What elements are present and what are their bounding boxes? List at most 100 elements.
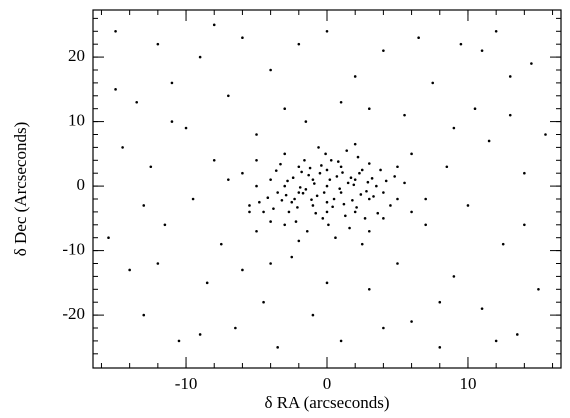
point bbox=[389, 204, 392, 207]
point bbox=[396, 262, 399, 265]
point bbox=[305, 229, 309, 233]
point bbox=[410, 320, 413, 323]
point bbox=[303, 158, 306, 162]
point bbox=[501, 242, 505, 246]
point bbox=[274, 169, 278, 172]
point bbox=[135, 100, 138, 104]
point bbox=[293, 197, 296, 201]
point bbox=[170, 120, 174, 123]
point bbox=[212, 23, 216, 27]
point bbox=[410, 152, 413, 156]
point bbox=[480, 307, 484, 310]
point bbox=[356, 155, 360, 159]
point bbox=[286, 179, 289, 183]
point bbox=[114, 88, 117, 91]
point bbox=[438, 346, 442, 349]
point bbox=[318, 171, 322, 175]
point bbox=[255, 229, 258, 233]
point bbox=[128, 268, 131, 272]
point bbox=[366, 180, 370, 184]
point bbox=[335, 175, 339, 178]
point bbox=[393, 175, 396, 178]
point bbox=[344, 214, 347, 218]
point bbox=[523, 223, 526, 227]
point bbox=[530, 62, 533, 65]
point bbox=[438, 300, 442, 304]
point bbox=[345, 149, 349, 152]
point bbox=[537, 288, 540, 291]
point bbox=[283, 223, 287, 227]
point bbox=[304, 188, 308, 191]
point bbox=[297, 191, 301, 194]
point bbox=[284, 193, 288, 197]
point bbox=[367, 288, 371, 291]
point bbox=[334, 236, 337, 240]
point bbox=[269, 178, 272, 181]
point bbox=[276, 346, 279, 349]
point bbox=[352, 183, 356, 187]
point bbox=[424, 223, 427, 227]
point bbox=[367, 162, 371, 165]
point bbox=[266, 196, 270, 200]
point bbox=[382, 49, 385, 52]
point bbox=[322, 191, 326, 194]
point bbox=[367, 229, 371, 233]
point bbox=[396, 165, 399, 169]
point bbox=[294, 220, 298, 223]
point bbox=[452, 275, 456, 278]
y-tick-label: 10 bbox=[68, 110, 85, 129]
point bbox=[365, 189, 368, 193]
y-tick-label: 0 bbox=[77, 175, 86, 194]
point bbox=[353, 210, 357, 214]
point bbox=[321, 217, 325, 220]
point bbox=[163, 223, 167, 227]
point bbox=[142, 313, 146, 317]
point bbox=[339, 100, 343, 104]
point bbox=[328, 178, 332, 181]
point bbox=[121, 146, 124, 149]
point bbox=[431, 81, 435, 85]
point bbox=[349, 176, 353, 180]
point bbox=[272, 207, 275, 210]
point bbox=[360, 242, 364, 246]
x-tick-label: 0 bbox=[323, 374, 332, 393]
point bbox=[317, 146, 320, 149]
point bbox=[410, 210, 413, 214]
point bbox=[234, 326, 237, 330]
point bbox=[300, 170, 303, 174]
point bbox=[494, 339, 498, 343]
point bbox=[156, 42, 160, 46]
point bbox=[198, 55, 202, 59]
point bbox=[424, 197, 427, 201]
point bbox=[248, 204, 251, 207]
point bbox=[339, 339, 343, 343]
point bbox=[227, 94, 230, 98]
point bbox=[276, 191, 279, 194]
point bbox=[255, 158, 258, 162]
point bbox=[262, 210, 265, 214]
point bbox=[332, 197, 336, 201]
point bbox=[184, 126, 188, 130]
point bbox=[255, 184, 258, 188]
point bbox=[269, 262, 272, 265]
point bbox=[327, 223, 330, 227]
point bbox=[336, 160, 340, 163]
point bbox=[396, 197, 399, 201]
point bbox=[376, 211, 380, 215]
x-tick-label: 10 bbox=[459, 374, 476, 393]
point bbox=[290, 200, 294, 204]
y-tick-label: -10 bbox=[62, 240, 85, 259]
point bbox=[325, 281, 329, 285]
point bbox=[508, 113, 512, 117]
point bbox=[248, 210, 251, 214]
point bbox=[297, 239, 301, 243]
point bbox=[348, 226, 351, 230]
point bbox=[403, 113, 406, 117]
point bbox=[480, 49, 484, 52]
point bbox=[324, 152, 327, 156]
point bbox=[142, 204, 146, 207]
point bbox=[384, 179, 388, 183]
point bbox=[360, 168, 364, 172]
point bbox=[325, 200, 329, 204]
